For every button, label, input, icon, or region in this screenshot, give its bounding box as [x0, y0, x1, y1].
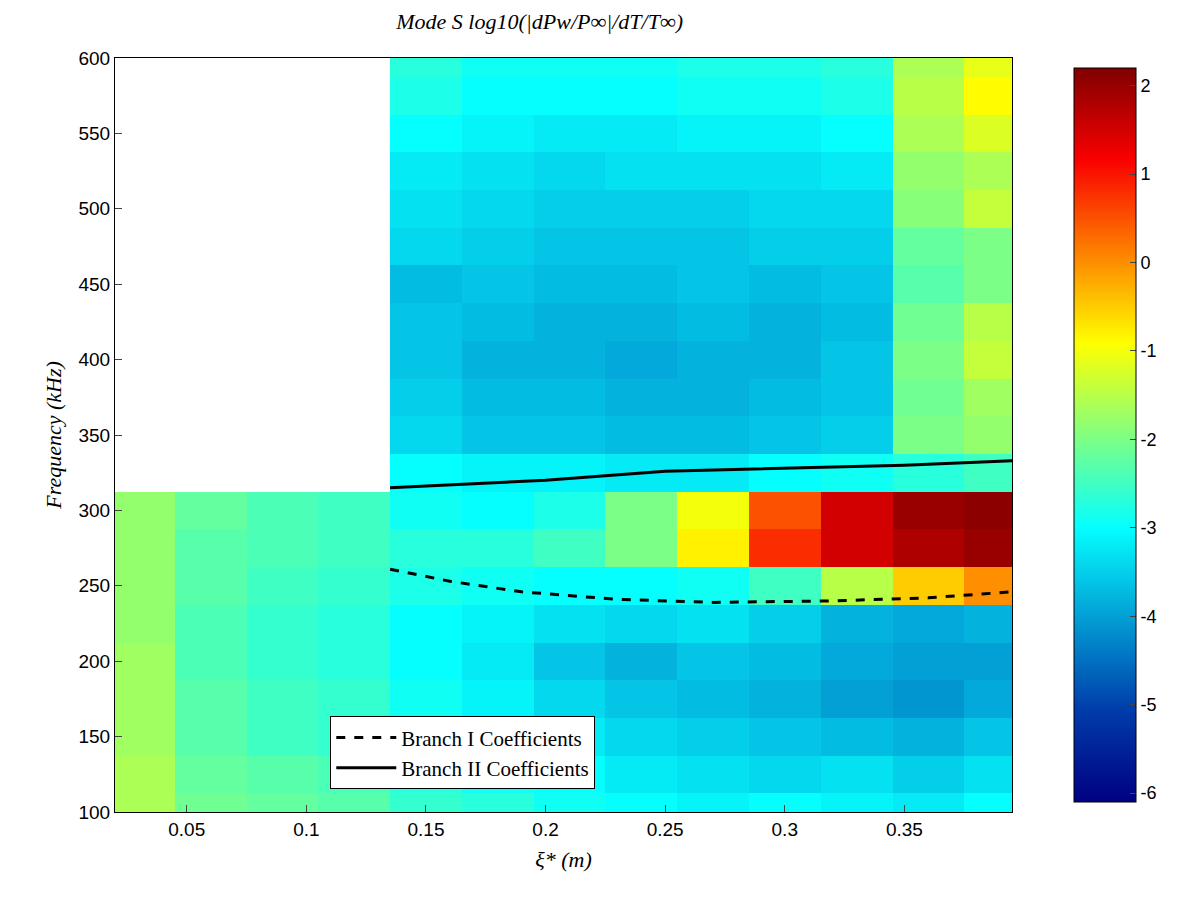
- svg-text:600: 600: [78, 48, 110, 69]
- svg-text:0.25: 0.25: [647, 819, 684, 840]
- svg-text:1: 1: [1141, 164, 1151, 184]
- svg-text:550: 550: [78, 123, 110, 144]
- svg-text:0.05: 0.05: [168, 819, 205, 840]
- svg-text:0.35: 0.35: [886, 819, 923, 840]
- svg-text:-5: -5: [1141, 695, 1157, 715]
- svg-text:ξ* (m): ξ* (m): [535, 847, 591, 872]
- svg-text:0: 0: [1141, 253, 1151, 273]
- svg-text:-2: -2: [1141, 430, 1157, 450]
- svg-text:100: 100: [78, 802, 110, 823]
- svg-text:150: 150: [78, 726, 110, 747]
- svg-text:300: 300: [78, 500, 110, 521]
- svg-text:-3: -3: [1141, 518, 1157, 538]
- svg-text:-1: -1: [1141, 341, 1157, 361]
- svg-text:250: 250: [78, 575, 110, 596]
- svg-text:Frequency (kHz): Frequency (kHz): [41, 361, 66, 510]
- svg-text:500: 500: [78, 198, 110, 219]
- svg-text:450: 450: [78, 274, 110, 295]
- svg-text:Branch I Coefficients: Branch I Coefficients: [401, 727, 581, 751]
- svg-text:Branch II Coefficients: Branch II Coefficients: [401, 757, 588, 781]
- svg-text:2: 2: [1141, 76, 1151, 96]
- svg-text:200: 200: [78, 651, 110, 672]
- svg-text:-6: -6: [1141, 783, 1157, 803]
- svg-text:0.15: 0.15: [407, 819, 444, 840]
- svg-text:0.1: 0.1: [293, 819, 319, 840]
- svg-text:-4: -4: [1141, 607, 1157, 627]
- svg-text:0.3: 0.3: [772, 819, 798, 840]
- svg-text:350: 350: [78, 425, 110, 446]
- svg-text:Mode S log10(|dPw/P∞|/dT/T∞): Mode S log10(|dPw/P∞|/dT/T∞): [395, 9, 683, 34]
- svg-text:400: 400: [78, 349, 110, 370]
- svg-text:0.2: 0.2: [532, 819, 558, 840]
